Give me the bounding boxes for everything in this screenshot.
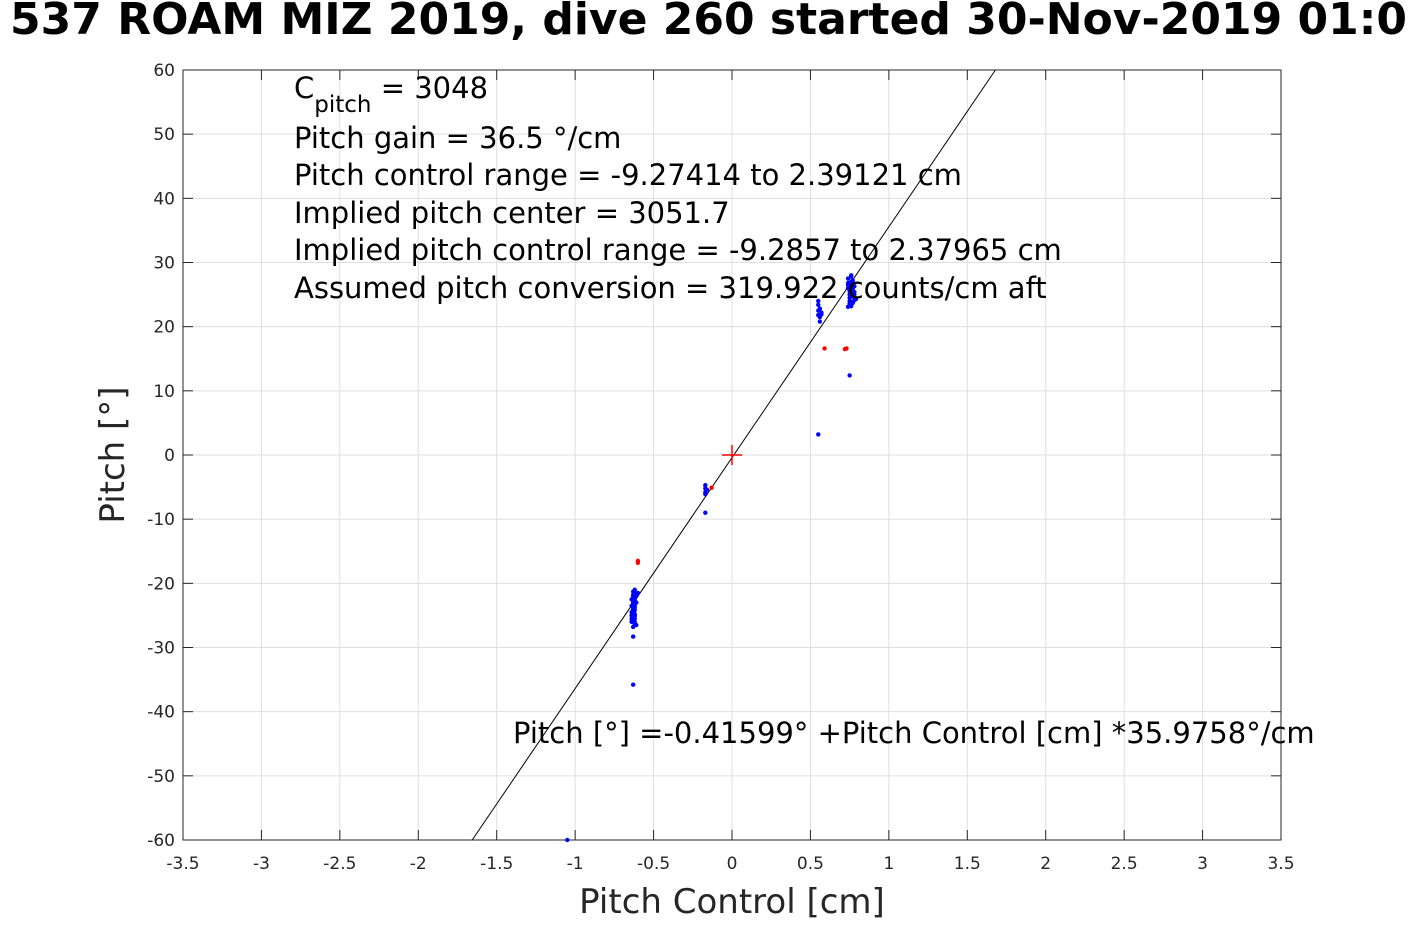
annotation-implied-pitch-center: Implied pitch center = 3051.7 [294,196,730,230]
x-tick-label: 1 [883,854,894,874]
plot-area [182,69,1282,841]
data-point-blue [630,634,636,639]
x-tick-label: -1.5 [480,854,513,874]
data-point-blue [847,373,852,378]
x-tick-label: 2.5 [1111,854,1138,874]
x-tick-label: 0 [727,854,738,874]
y-tick-label: 50 [153,125,175,145]
annotation-pitch-gain: Pitch gain = 36.5 °/cm [294,121,621,155]
x-axis-label: Pitch Control [cm] [579,882,885,922]
data-point-blue [817,306,823,311]
y-tick-label: 40 [153,189,175,209]
data-point-blue [816,432,821,437]
data-point-blue [817,319,823,324]
x-tick-label: -1 [567,854,584,874]
data-points [565,273,859,843]
center-marker-group [722,445,742,465]
data-point-blue [630,682,636,687]
y-tick-label: 0 [164,446,175,466]
c-pitch-symbol: C [294,71,314,105]
data-point-blue [630,624,636,630]
c-pitch-value: = 3048 [371,71,488,105]
x-tick-label: 2 [1040,854,1051,874]
annotation-pitch-control-range: Pitch control range = -9.27414 to 2.3912… [294,158,962,192]
y-tick-label: -50 [147,767,175,787]
x-tick-label: 3 [1197,854,1208,874]
y-tick-label: -40 [147,703,175,723]
y-tick-label: 60 [153,61,175,81]
fit-equation: Pitch [°] =-0.41599° +Pitch Control [cm]… [513,716,1315,750]
chart-title: 537 ROAM MIZ 2019, dive 260 started 30-N… [10,0,1407,45]
annotation-pitch-conversion: Assumed pitch conversion = 319.922 count… [294,271,1047,305]
data-point-blue [853,296,859,302]
y-axis-label: Pitch [°] [93,386,133,523]
c-pitch-subscript: pitch [314,92,371,118]
x-tick-label: -2 [410,854,427,874]
annotation-c-pitch: Cpitch = 3048 [294,71,488,118]
data-point-blue [704,487,710,492]
data-point-blue [816,298,821,304]
y-tick-label: -60 [147,831,175,851]
data-point-blue [819,312,824,317]
y-tick-label: -10 [147,510,175,530]
x-tick-label: -3.5 [166,854,199,874]
data-point-red [635,560,641,565]
y-tick-label: -30 [147,639,175,659]
data-point-blue [629,619,634,625]
data-point-blue [849,282,854,287]
data-point-blue [630,589,636,594]
data-point-blue [850,278,855,283]
y-tick-label: 10 [153,382,175,402]
x-tick-label: 0.5 [797,854,824,874]
data-point-blue [849,273,854,278]
x-axis: -3.5 -3 -2.5 -2 -1.5 -1 -0.5 0 0.5 1 1.5 2 2.5 3 3.5 [166,70,1295,874]
data-point-red [822,346,827,351]
data-point-red [709,485,714,490]
data-point-blue [703,482,708,488]
data-point-blue [565,837,570,843]
x-tick-label: -3 [253,854,270,874]
x-tick-label: 1.5 [954,854,981,874]
x-tick-label: 3.5 [1267,854,1294,874]
y-tick-label: 30 [153,254,175,274]
y-axis: -60 -50 -40 -30 -20 -10 0 10 20 30 40 50 60 [147,61,1281,851]
annotation-implied-control-range: Implied pitch control range = -9.2857 to… [294,233,1062,267]
data-point-blue [816,302,821,308]
data-point-blue [703,491,708,497]
data-point-blue [703,510,708,515]
x-tick-label: -0.5 [637,854,670,874]
y-tick-label: 20 [153,318,175,338]
data-point-red [844,346,849,351]
data-point-blue [632,599,637,604]
data-point-blue [850,300,855,306]
y-tick-label: -20 [147,574,175,594]
data-point-blue [632,611,637,617]
x-tick-label: -2.5 [323,854,356,874]
data-point-blue [632,605,637,610]
data-point-blue [852,292,857,297]
data-point-blue [845,304,851,309]
